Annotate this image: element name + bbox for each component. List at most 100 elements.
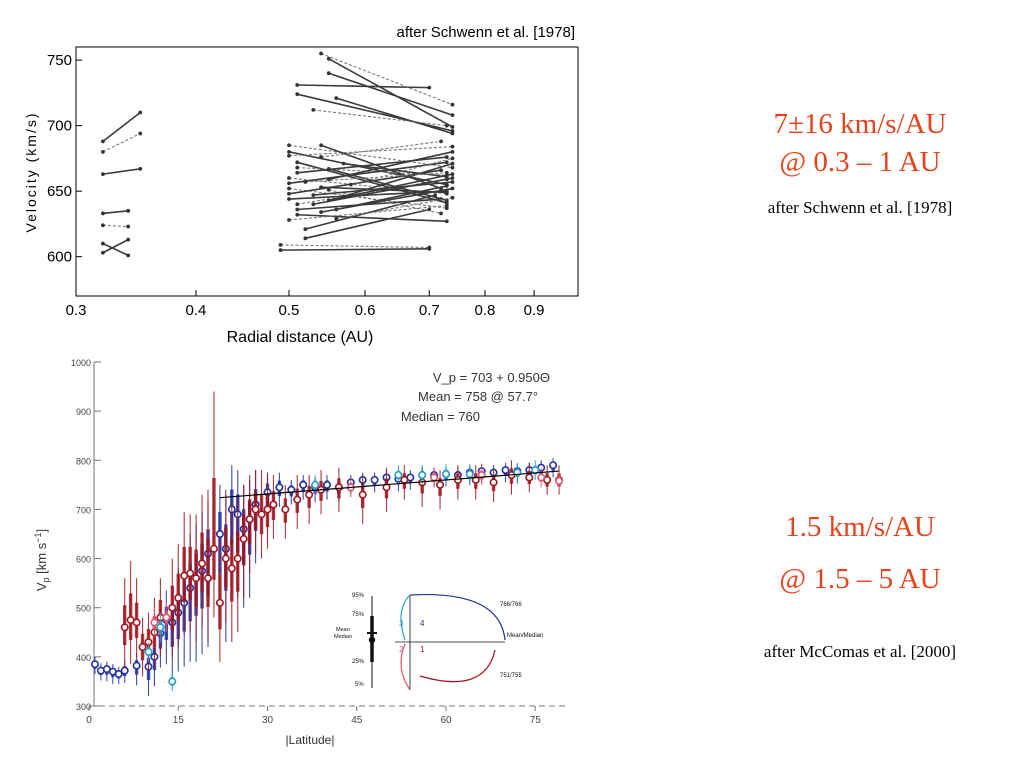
y-tick-label: 750 bbox=[47, 52, 72, 69]
data-point bbox=[263, 505, 272, 514]
data-point bbox=[120, 623, 129, 632]
axes bbox=[89, 362, 565, 707]
y-tick-label: 600 bbox=[76, 555, 91, 565]
data-segment bbox=[297, 213, 447, 223]
data-point bbox=[251, 505, 260, 514]
data-point bbox=[444, 190, 449, 195]
data-point bbox=[311, 480, 320, 489]
data-point bbox=[138, 110, 143, 115]
data-segment bbox=[102, 224, 129, 228]
data-point bbox=[444, 206, 449, 211]
data-point bbox=[287, 181, 291, 186]
data-point bbox=[311, 193, 316, 197]
data-point bbox=[186, 569, 195, 578]
data-point bbox=[215, 529, 224, 538]
axis-mean-median: Mean/Median bbox=[507, 633, 543, 639]
data-point bbox=[278, 242, 283, 247]
data-segment bbox=[288, 161, 447, 185]
fit-equation: V_p = 703 + 0.950Θ bbox=[433, 370, 550, 385]
data-segment bbox=[288, 146, 453, 157]
data-point bbox=[319, 143, 323, 148]
mean-annotation: Mean = 758 @ 57.7° bbox=[418, 389, 538, 404]
y-tick-label: 700 bbox=[76, 505, 91, 515]
data-point bbox=[303, 227, 308, 232]
data-segment bbox=[313, 109, 447, 127]
upper-ratio: 766/766 bbox=[500, 602, 522, 608]
x-tick-label: 60 bbox=[440, 715, 452, 726]
data-point bbox=[101, 250, 105, 255]
data-point bbox=[101, 241, 105, 246]
data-segment bbox=[328, 72, 453, 116]
y-tick-label: 400 bbox=[76, 653, 91, 663]
data-point bbox=[101, 211, 105, 216]
y-tick-label: 650 bbox=[47, 183, 72, 200]
data-point bbox=[444, 184, 449, 188]
data-point bbox=[126, 253, 131, 258]
data-segment bbox=[288, 205, 447, 221]
data-segment bbox=[102, 168, 141, 175]
data-segment bbox=[288, 190, 447, 200]
data-point bbox=[114, 670, 123, 679]
data-point bbox=[450, 102, 455, 107]
data-point bbox=[126, 208, 131, 213]
pct-25: 25% bbox=[352, 659, 365, 665]
data-point bbox=[299, 480, 308, 489]
y-ticks: 300 400 500 600 700 800 900 1000 bbox=[71, 358, 101, 712]
y-axis-label: Vp [km s−1] bbox=[33, 529, 51, 591]
data-point bbox=[465, 470, 474, 479]
data-point bbox=[215, 598, 224, 607]
data-point bbox=[444, 201, 449, 205]
data-point bbox=[394, 471, 403, 480]
x-axis-label: Radial distance (AU) bbox=[227, 329, 374, 346]
data-point bbox=[90, 660, 99, 669]
data-point bbox=[525, 473, 534, 482]
x-tick-label: 45 bbox=[351, 715, 363, 726]
data-point bbox=[444, 203, 449, 208]
pct-5: 5% bbox=[355, 682, 364, 688]
data-point bbox=[427, 246, 432, 251]
y-tick-label: 500 bbox=[76, 604, 91, 614]
y-tick-label: 800 bbox=[76, 456, 91, 466]
data-point bbox=[450, 149, 455, 154]
data-point bbox=[501, 466, 510, 475]
data-point bbox=[418, 471, 427, 480]
x-tick-label: 0.3 bbox=[66, 302, 87, 319]
data-point bbox=[430, 473, 439, 482]
data-point bbox=[439, 139, 443, 144]
data-point bbox=[319, 210, 323, 215]
data-point bbox=[287, 218, 291, 222]
data-segment bbox=[313, 181, 453, 196]
x-tick-label: 0.5 bbox=[279, 302, 300, 319]
data-segment bbox=[328, 168, 447, 202]
data-point bbox=[293, 495, 302, 504]
data-point bbox=[295, 170, 300, 175]
data-point bbox=[444, 170, 449, 175]
data-point bbox=[278, 248, 283, 253]
data-point bbox=[138, 166, 143, 171]
data-segment bbox=[305, 172, 447, 183]
data-point bbox=[295, 202, 300, 207]
data-point bbox=[295, 92, 300, 97]
top-citation: after Schwenn et al. [1978] bbox=[767, 198, 953, 217]
data-point bbox=[227, 564, 236, 573]
x-axis-label: |Latitude| bbox=[286, 733, 335, 747]
data-point bbox=[549, 461, 558, 470]
bottom-range-text: @ 1.5 – 5 AU bbox=[779, 563, 941, 595]
data-point bbox=[444, 219, 449, 224]
data-segment bbox=[288, 151, 447, 186]
data-point bbox=[275, 483, 284, 492]
x-tick-label: 30 bbox=[262, 715, 274, 726]
y-axis-label: Velocity (km/s) bbox=[23, 111, 39, 232]
x-ticks: 0 15 30 45 60 75 bbox=[86, 706, 541, 726]
data-point bbox=[295, 212, 300, 217]
median-label: Median bbox=[334, 634, 352, 640]
data-segment bbox=[288, 187, 447, 209]
data-point bbox=[239, 534, 248, 543]
y-ticks: 600 650 700 750 bbox=[47, 52, 82, 266]
data-point bbox=[450, 186, 455, 191]
data-point bbox=[436, 480, 445, 489]
data-point bbox=[326, 166, 331, 171]
data-point bbox=[101, 223, 105, 228]
quadrant-4: 4 bbox=[420, 619, 425, 628]
x-tick-label: 0.8 bbox=[475, 302, 496, 319]
